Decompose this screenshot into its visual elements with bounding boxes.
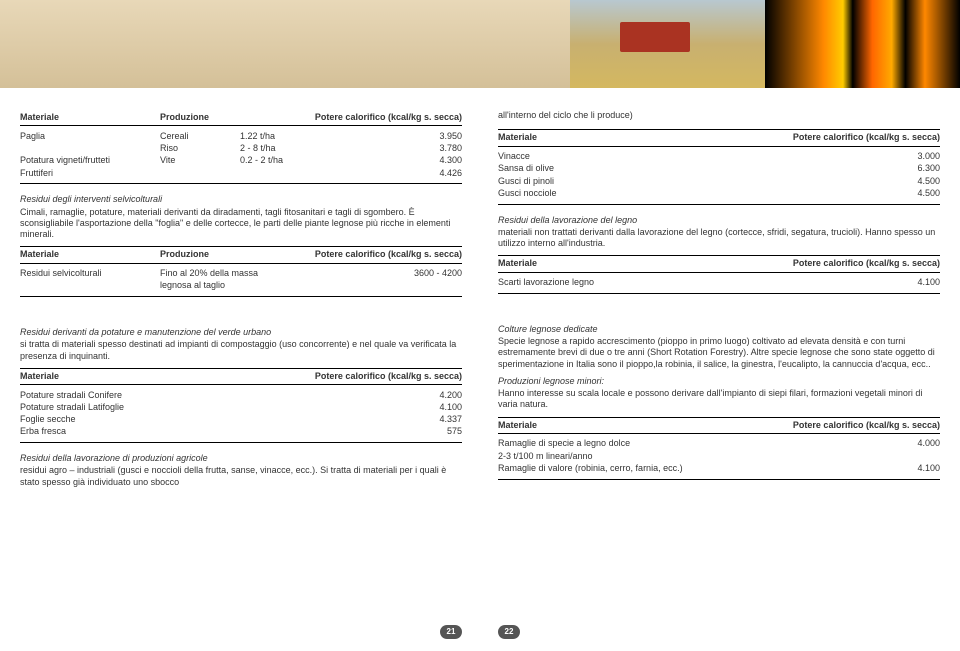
table-row: PagliaCereali1.22 t/ha3.950 <box>20 130 462 142</box>
table-row: Fruttiferi4.426 <box>20 167 462 179</box>
intro-text: all'interno del ciclo che li produce) <box>498 110 940 121</box>
section-title: Produzioni legnose minori: <box>498 376 940 387</box>
table-row: Potature stradali Conifere4.200 <box>20 389 462 401</box>
table-row: Foglie secche4.337 <box>20 414 462 426</box>
section-title: Residui della lavorazione del legno <box>498 215 940 226</box>
section-desc: Specie legnose a rapido accrescimento (p… <box>498 336 940 370</box>
section-title: Colture legnose dedicate <box>498 324 940 335</box>
table-row: Potatura vigneti/fruttetiVite0.2 - 2 t/h… <box>20 155 462 167</box>
section-desc: Hanno interesse su scala locale e posson… <box>498 388 940 411</box>
section-desc: si tratta di materiali spesso destinati … <box>20 339 462 362</box>
table-row: Riso2 - 8 t/ha3.780 <box>20 143 462 155</box>
th: Materiale <box>20 112 160 123</box>
table-row: Ramaglie di valore (robinia, cerro, farn… <box>498 462 940 474</box>
table-header: Materiale Potere calorifico (kcal/kg s. … <box>498 129 940 146</box>
header-field-image <box>0 0 570 88</box>
table-row: Sansa di olive6.300 <box>498 163 940 175</box>
table-row: Vinacce3.000 <box>498 151 940 163</box>
table-row: Scarti lavorazione legno4.100 <box>498 277 940 289</box>
section-title: Residui della lavorazione di produzioni … <box>20 453 462 464</box>
th: Potere calorifico (kcal/kg s. secca) <box>240 112 462 123</box>
section-desc: Cimali, ramaglie, potature, materiali de… <box>20 207 462 241</box>
section-desc: residui agro – industriali (gusci e nocc… <box>20 465 462 488</box>
table-row: Potature stradali Latifoglie4.100 <box>20 401 462 413</box>
header-fire-image <box>765 0 960 88</box>
table-row: Gusci di pinoli4.500 <box>498 175 940 187</box>
page-number-right: 22 <box>498 625 520 639</box>
section-desc: materiali non trattati derivanti dalla l… <box>498 227 940 250</box>
header-harvester-image <box>570 0 765 88</box>
table-header: Materiale Potere calorifico (kcal/kg s. … <box>498 255 940 272</box>
table-row: 2-3 t/100 m lineari/anno <box>498 450 940 462</box>
header-image-band <box>0 0 960 88</box>
right-page: all'interno del ciclo che li produce) Ma… <box>498 110 940 494</box>
table-row: legnosa al taglio <box>20 280 462 292</box>
table-header: Materiale Potere calorifico (kcal/kg s. … <box>498 417 940 434</box>
table-row: Erba fresca575 <box>20 426 462 438</box>
section-title: Residui derivanti da potature e manutenz… <box>20 327 462 338</box>
page-number-left: 21 <box>440 625 462 639</box>
table-header: Materiale Produzione Potere calorifico (… <box>20 246 462 263</box>
table-header: Materiale Potere calorifico (kcal/kg s. … <box>20 368 462 385</box>
section-title: Residui degli interventi selvicolturali <box>20 194 462 205</box>
table-row: Residui selvicolturaliFino al 20% della … <box>20 268 462 280</box>
page-numbers: 21 22 <box>0 625 960 639</box>
left-page: Materiale Produzione Potere calorifico (… <box>20 110 462 494</box>
th: Produzione <box>160 112 240 123</box>
table-row: Ramaglie di specie a legno dolce4.000 <box>498 438 940 450</box>
table-header: Materiale Produzione Potere calorifico (… <box>20 110 462 126</box>
table-row: Gusci nocciole4.500 <box>498 187 940 199</box>
